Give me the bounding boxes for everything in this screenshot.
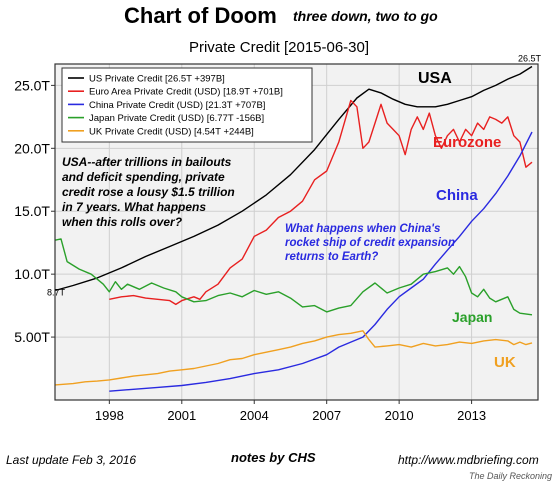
series-line-usa (54, 65, 533, 292)
x-tick-label: 2004 (240, 408, 269, 423)
page-subtitle: three down, two to go (293, 8, 438, 24)
watermark-credit-text: The Daily Reckoning (469, 471, 553, 481)
legend-box (61, 67, 313, 143)
last-update-text: Last update Feb 3, 2016 (6, 453, 137, 467)
y-tick-label: 10.0T (14, 266, 50, 282)
annotation-line: returns to Earth? (285, 251, 378, 263)
series-line-china (109, 131, 533, 392)
annotation-line: in 7 years. What happens (62, 200, 206, 214)
source-url-text: http://www.mdbriefing.com (398, 453, 539, 467)
notes-credit-text: notes by CHS (231, 450, 316, 465)
y-tick-label: 15.0T (14, 203, 50, 219)
x-tick-label: 2007 (312, 408, 341, 423)
end-value-label: 26.5T (518, 54, 542, 64)
page-title: Chart of Doom (124, 3, 277, 28)
series-line-eurozone (109, 99, 533, 306)
plot-frame (54, 63, 539, 401)
x-tick-label: 2001 (167, 408, 196, 423)
legend-entry: Japan Private Credit (USD) [6.77T -156B] (89, 113, 264, 124)
y-tick-label: 25.0T (14, 77, 50, 93)
legend-entry: China Private Credit (USD) [21.3T +707B] (89, 100, 265, 111)
chart-title: Private Credit [2015-06-30] (188, 39, 370, 56)
start-value-label: 8.7T (47, 288, 66, 298)
annotation-line: rocket ship of credit expansion (285, 237, 455, 249)
annotation-line: and deficit spending, private (62, 170, 225, 184)
annotation-line: USA--after trillions in bailouts (62, 155, 232, 169)
annotation-line: What happens when China's (285, 223, 440, 235)
series-label-usa: USA (418, 70, 452, 87)
legend-entry: US Private Credit [26.5T +397B] (89, 74, 225, 85)
legend-entry: UK Private Credit (USD) [4.54T +244B] (89, 126, 254, 137)
series-line-japan (54, 238, 533, 316)
y-tick-label: 20.0T (14, 140, 50, 156)
series-label-china: China (436, 187, 478, 204)
annotation-line: credit rose a lousy $1.5 trillion (62, 185, 235, 199)
series-label-japan: Japan (452, 309, 492, 325)
series-label-uk: UK (494, 354, 516, 371)
y-tick-label: 5.00T (14, 329, 50, 345)
legend-entry: Euro Area Private Credit (USD) [18.9T +7… (89, 87, 283, 98)
series-line-uk (54, 330, 533, 386)
annotation-line: when this rolls over? (62, 215, 183, 229)
x-tick-label: 2010 (385, 408, 414, 423)
series-label-eurozone: Eurozone (433, 134, 501, 151)
x-tick-label: 1998 (95, 408, 124, 423)
x-tick-label: 2013 (457, 408, 486, 423)
